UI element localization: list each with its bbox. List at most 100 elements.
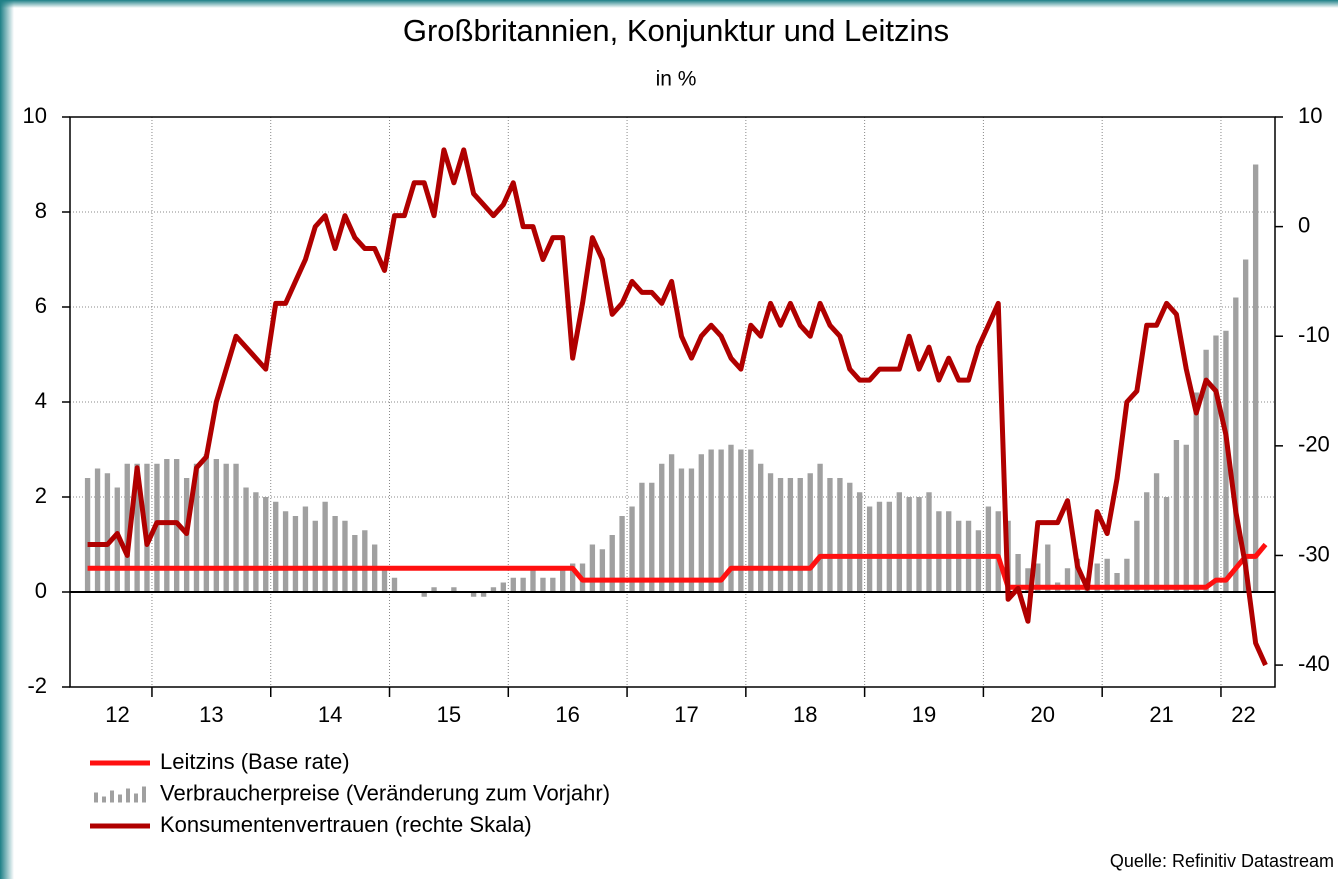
x-tick-label: 16 <box>555 702 579 727</box>
y-tick-label: 4 <box>35 388 47 413</box>
bar <box>649 483 654 592</box>
bar <box>313 521 318 592</box>
bar <box>798 478 803 592</box>
legend-label: Leitzins (Base rate) <box>160 749 350 774</box>
y-tick-label: 6 <box>35 293 47 318</box>
bar <box>1134 521 1139 592</box>
bar <box>847 483 852 592</box>
bar <box>501 583 506 593</box>
x-tick-label: 18 <box>793 702 817 727</box>
bar <box>322 502 327 592</box>
x-tick-label: 15 <box>437 702 461 727</box>
bar <box>718 450 723 593</box>
bar <box>224 464 229 592</box>
x-tick-label: 14 <box>318 702 342 727</box>
bar <box>778 478 783 592</box>
bar <box>243 488 248 593</box>
bar <box>204 454 209 592</box>
bar <box>342 521 347 592</box>
bar <box>253 492 258 592</box>
bar <box>1174 440 1179 592</box>
legend-swatch <box>134 794 138 803</box>
legend-swatch <box>142 787 146 803</box>
bar <box>986 507 991 593</box>
bar <box>689 469 694 593</box>
bar <box>590 545 595 593</box>
bar <box>1184 445 1189 592</box>
bar <box>1233 298 1238 593</box>
bar <box>263 497 268 592</box>
bar <box>926 492 931 592</box>
bar <box>916 497 921 592</box>
bar <box>877 502 882 592</box>
bar <box>758 464 763 592</box>
bar <box>560 568 565 592</box>
bar <box>332 516 337 592</box>
bar <box>520 578 525 592</box>
legend-item: Leitzins (Base rate) <box>90 749 350 774</box>
bar <box>214 459 219 592</box>
bar <box>511 578 516 592</box>
y-tick-label: 2 <box>35 483 47 508</box>
x-tick-label: 20 <box>1031 702 1055 727</box>
bar <box>699 454 704 592</box>
bar <box>827 478 832 592</box>
bar <box>233 464 238 592</box>
legend-item: Verbraucherpreise (Veränderung zum Vorja… <box>94 780 610 805</box>
legend-swatch <box>110 791 114 803</box>
bar <box>85 478 90 592</box>
legend-label: Verbraucherpreise (Veränderung zum Vorja… <box>160 780 610 805</box>
bar <box>817 464 822 592</box>
x-tick-label: 12 <box>105 702 129 727</box>
y2-tick-label: -30 <box>1298 541 1330 566</box>
legend-item: Konsumentenvertrauen (rechte Skala) <box>90 812 532 837</box>
y2-tick-label: -40 <box>1298 651 1330 676</box>
y2-tick-label: -10 <box>1298 322 1330 347</box>
chart: Großbritannien, Konjunktur und Leitzins … <box>0 0 1338 879</box>
bar <box>768 473 773 592</box>
bar <box>1213 336 1218 593</box>
bar <box>1164 497 1169 592</box>
page: Großbritannien, Konjunktur und Leitzins … <box>0 0 1338 879</box>
bar <box>659 464 664 592</box>
y-tick-label: 0 <box>35 578 47 603</box>
bar <box>1253 165 1258 593</box>
y2-tick-label: 10 <box>1298 103 1322 128</box>
y2-tick-label: -20 <box>1298 432 1330 457</box>
legend-swatch <box>94 793 98 803</box>
bar <box>936 511 941 592</box>
bar <box>382 568 387 592</box>
bar <box>897 492 902 592</box>
bar <box>1144 492 1149 592</box>
x-tick-label: 13 <box>199 702 223 727</box>
y-tick-label: -2 <box>27 673 47 698</box>
bar <box>946 511 951 592</box>
bar <box>600 549 605 592</box>
y-tick-label: 8 <box>35 198 47 223</box>
bar <box>837 478 842 592</box>
y-tick-label: 10 <box>23 103 47 128</box>
bar <box>996 511 1001 592</box>
bar <box>976 530 981 592</box>
bar <box>540 578 545 592</box>
bar <box>857 492 862 592</box>
bar <box>293 516 298 592</box>
bar <box>283 511 288 592</box>
x-tick-label: 21 <box>1149 702 1173 727</box>
bar <box>550 578 555 592</box>
legend-label: Konsumentenvertrauen (rechte Skala) <box>160 812 532 837</box>
bar <box>610 535 615 592</box>
bar <box>887 502 892 592</box>
bar <box>530 568 535 592</box>
bar <box>392 578 397 592</box>
bar <box>273 502 278 592</box>
bar <box>1154 473 1159 592</box>
legend-swatch <box>118 795 122 803</box>
bar <box>639 483 644 592</box>
bar <box>95 469 100 593</box>
bar <box>352 535 357 592</box>
x-tick-label: 19 <box>912 702 936 727</box>
bar <box>788 478 793 592</box>
bar <box>679 469 684 593</box>
x-tick-label: 17 <box>674 702 698 727</box>
